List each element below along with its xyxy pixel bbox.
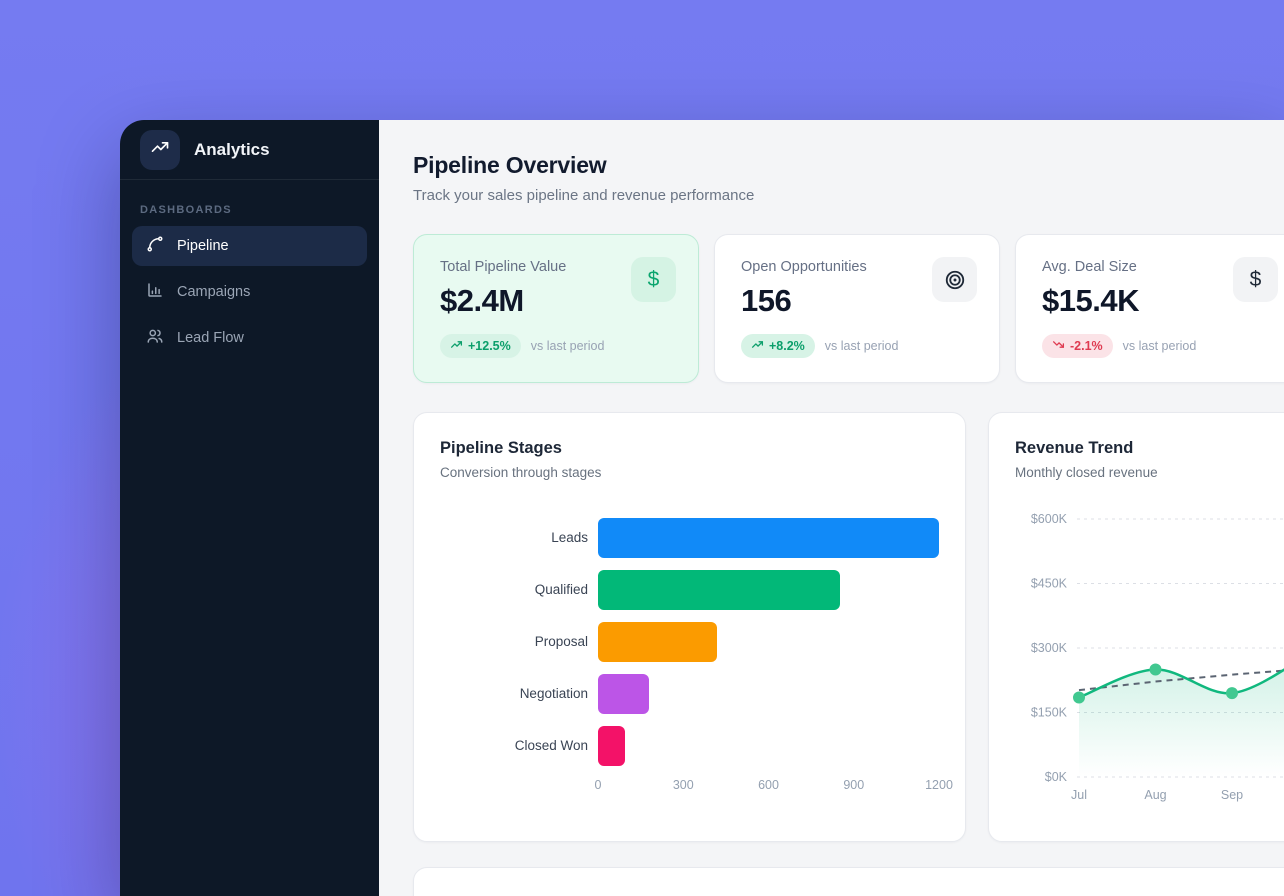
svg-text:$150K: $150K [1031,706,1068,720]
users-icon [146,327,164,349]
sidebar-item-campaigns[interactable]: Campaigns [132,272,367,312]
page-subtitle: Track your sales pipeline and revenue pe… [413,187,755,204]
bar-proposal [598,622,718,662]
stats-row: Total Pipeline Value $2.4M +12.5% vs las… [413,234,1284,383]
svg-text:$600K: $600K [1031,512,1068,526]
app-window: Analytics DASHBOARDS Pipeline Campaigns [120,120,1284,896]
dollar-sign-icon: $ [1233,257,1278,302]
bar-leads [598,518,939,558]
spline-icon [146,235,164,257]
bar-negotiation [598,674,650,714]
stat-value: $2.4M [440,283,524,318]
sidebar-item-pipeline[interactable]: Pipeline [132,226,367,266]
trending-up-icon [450,338,463,354]
page-title: Pipeline Overview [413,152,607,178]
trending-up-icon [150,137,170,162]
target-icon [932,257,977,302]
bar-chart-icon [146,281,164,303]
svg-text:Aug: Aug [1144,788,1166,802]
stat-value: 156 [741,283,792,318]
bar-qualified [598,570,840,610]
sidebar-item-label: Campaigns [177,284,251,300]
change-badge: +8.2% [741,334,815,358]
stat-card-avg-deal-size: Avg. Deal Size $15.4K -2.1% vs last peri… [1015,234,1284,383]
sidebar: Analytics DASHBOARDS Pipeline Campaigns [120,120,379,896]
trending-up-icon [751,338,764,354]
chart-title: Pipeline Stages [440,439,562,457]
app-title: Analytics [194,139,270,159]
bar-row-proposal: Proposal [440,622,939,662]
svg-text:Sep: Sep [1221,788,1243,802]
trending-down-icon [1052,338,1065,354]
main-panel: Pipeline Overview Track your sales pipel… [379,120,1284,896]
svg-text:$450K: $450K [1031,577,1068,591]
chart-subtitle: Conversion through stages [440,465,602,480]
pipeline-stages-card: Pipeline Stages Conversion through stage… [413,412,966,842]
stat-compare: vs last period [824,339,899,353]
sidebar-section-label: DASHBOARDS [140,204,232,216]
svg-text:$300K: $300K [1031,641,1068,655]
change-badge: +12.5% [440,334,521,358]
bar-closed-won [598,726,625,766]
dollar-sign-icon: $ [631,257,676,302]
stat-compare: vs last period [1122,339,1197,353]
stat-label: Total Pipeline Value [440,259,567,275]
stat-card-total-pipeline-value: Total Pipeline Value $2.4M +12.5% vs las… [413,234,699,383]
svg-text:$0K: $0K [1045,770,1068,784]
bar-row-qualified: Qualified [440,570,939,610]
stat-value: $15.4K [1042,283,1139,318]
stat-label: Open Opportunities [741,259,867,275]
revenue-trend-card: Revenue Trend Monthly closed revenue $60… [988,412,1284,842]
change-badge: -2.1% [1042,334,1113,358]
sidebar-item-label: Lead Flow [177,330,244,346]
sidebar-header: Analytics [120,120,379,180]
chart-subtitle: Monthly closed revenue [1015,465,1158,480]
bar-chart: Leads Qualified Proposal [440,518,953,796]
bar-row-leads: Leads [440,518,939,558]
app-logo [140,129,180,170]
sidebar-item-lead-flow[interactable]: Lead Flow [132,318,367,358]
stat-compare: vs last period [530,339,605,353]
charts-row: Pipeline Stages Conversion through stage… [413,412,1284,842]
bar-row-negotiation: Negotiation [440,674,939,714]
chart-title: Revenue Trend [1015,439,1134,457]
bar-chart-x-axis: 0 300 600 900 1200 [594,778,953,792]
svg-text:Jul: Jul [1071,788,1087,802]
sidebar-item-label: Pipeline [177,238,229,254]
stat-card-open-opportunities: Open Opportunities 156 +8.2% vs last per… [714,234,1000,383]
stat-label: Avg. Deal Size [1042,259,1137,275]
bar-row-closed-won: Closed Won [440,726,939,766]
bottom-card-cutoff [413,867,1284,896]
